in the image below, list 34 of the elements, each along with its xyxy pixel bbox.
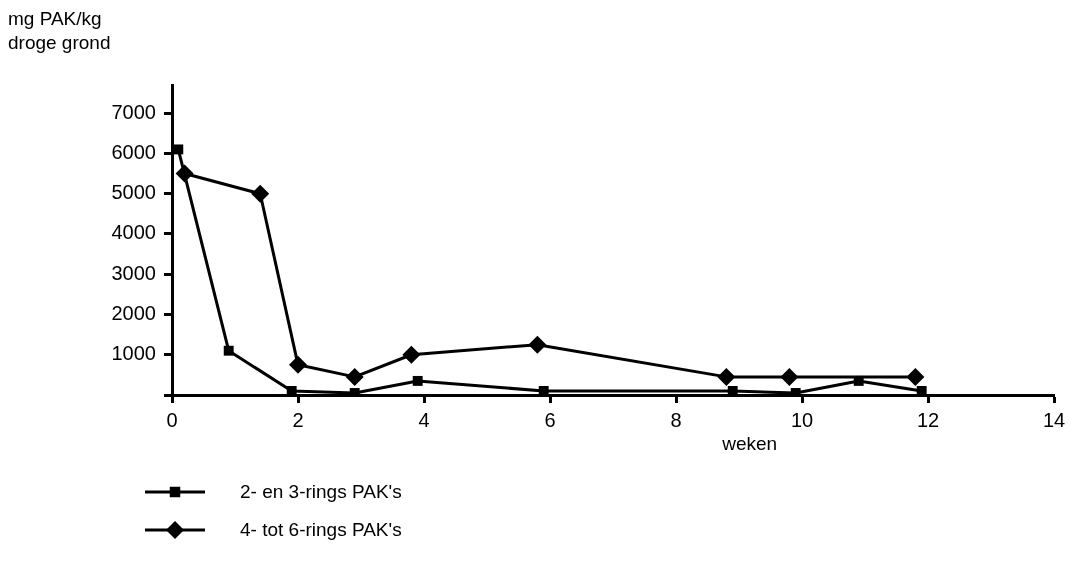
point xyxy=(528,335,547,354)
y-axis-title: mg PAK/kg droge grond xyxy=(8,7,111,53)
point xyxy=(289,355,307,374)
x-tick-label: 2 xyxy=(292,408,304,431)
point xyxy=(538,386,549,395)
legend-label: 2- en 3-rings PAK's xyxy=(240,481,402,503)
x-axis-title: weken xyxy=(721,432,778,454)
x-tick-label: 0 xyxy=(166,408,178,431)
point xyxy=(345,367,364,386)
point xyxy=(223,345,234,356)
y-tick-label: 4000 xyxy=(111,221,156,244)
x-tick-label: 8 xyxy=(670,408,682,431)
point xyxy=(286,386,297,395)
point xyxy=(402,345,421,364)
y-tick-label: 1000 xyxy=(111,342,156,365)
x-tick-label: 14 xyxy=(1042,408,1066,431)
y-tick-label: 3000 xyxy=(111,261,156,284)
point xyxy=(780,367,799,386)
y-tick-label: 7000 xyxy=(111,100,156,123)
point xyxy=(251,184,270,203)
point xyxy=(916,386,927,395)
x-tick-label: 4 xyxy=(418,408,430,431)
legend-label: 4- tot 6-rings PAK's xyxy=(240,519,402,541)
x-tick-label: 6 xyxy=(544,408,556,431)
point xyxy=(906,367,925,386)
y-tick-label: 5000 xyxy=(111,181,156,204)
y-tick-label: 2000 xyxy=(111,302,156,324)
point xyxy=(717,367,736,386)
x-tick-label: 10 xyxy=(790,408,814,431)
point xyxy=(412,375,423,386)
point xyxy=(727,386,738,395)
point xyxy=(173,144,184,155)
x-tick-label: 12 xyxy=(916,408,940,431)
y-tick-label: 6000 xyxy=(111,140,156,163)
